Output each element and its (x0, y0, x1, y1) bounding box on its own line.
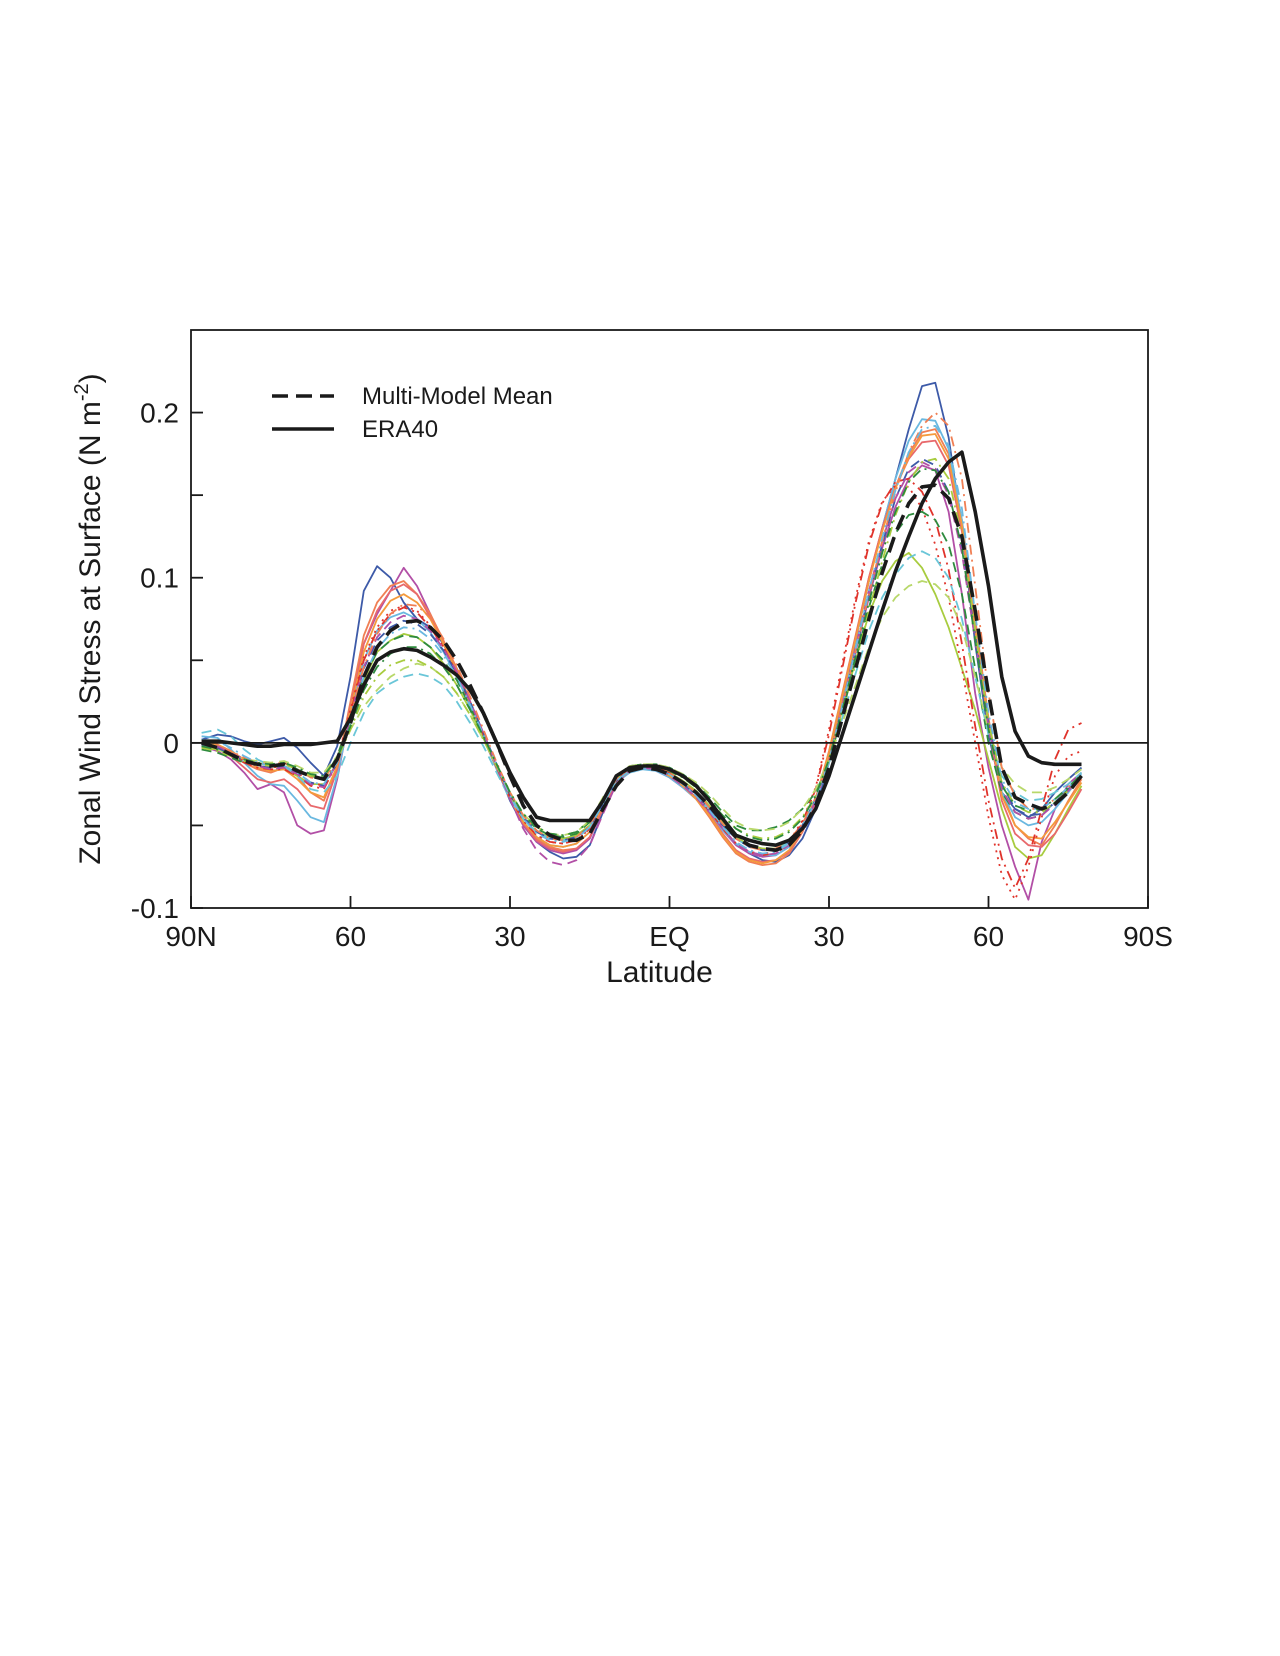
series-layer (201, 381, 1083, 901)
y-tick-label: -0.1 (131, 893, 179, 924)
x-tick-label: 60 (335, 921, 366, 952)
x-tick-label: 30 (813, 921, 844, 952)
axes-layer: 90N 60 30 EQ 30 60 90S -0.1 0 0.1 0.2 Latitude Zonal… (71, 329, 1173, 989)
x-tick-label: EQ (649, 921, 689, 952)
y-axis-title-main: Zonal Wind Stress at Surface (N m (74, 401, 107, 864)
legend-label: Multi-Model Mean (362, 383, 553, 410)
x-axis-title: Latitude (606, 956, 713, 989)
series-line-model-18 (201, 457, 1083, 840)
series-line-multi-model-mean (201, 483, 1083, 853)
y-axis-title: Zonal Wind Stress at Surface (N m-2) (71, 373, 107, 864)
y-tick-label: 0.1 (140, 563, 179, 594)
y-axis-title-superscript: -2 (71, 383, 93, 401)
x-tick-label: 30 (494, 921, 525, 952)
x-tick-label: 60 (973, 921, 1004, 952)
x-tick-label: 90N (165, 921, 216, 952)
legend-label: ERA40 (362, 416, 438, 443)
series-line-model-19 (201, 467, 1083, 842)
x-tick-label: 90S (1123, 921, 1173, 952)
y-tick-label: 0 (163, 728, 179, 759)
y-axis-title-close: ) (74, 373, 107, 383)
legend: Multi-Model Mean ERA40 (272, 383, 553, 443)
y-tick-label: 0.2 (140, 398, 179, 429)
